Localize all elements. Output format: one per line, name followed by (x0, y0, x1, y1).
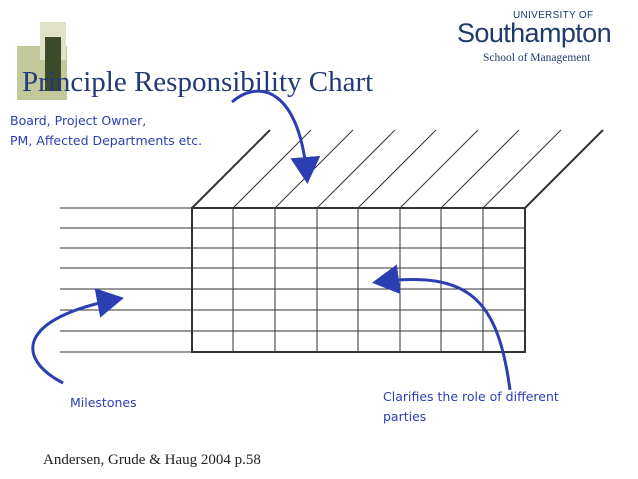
clarifies-annotation-line-1: Clarifies the role of different (383, 389, 559, 404)
responsibility-grid (191, 207, 526, 353)
board-annotation-line-1: Board, Project Owner, (10, 113, 147, 128)
logo-university-of: UNIVERSITY OF (513, 10, 594, 21)
arrow-clarifies-to-grid (372, 264, 512, 391)
university-logo: UNIVERSITY OF Southampton School of Mana… (455, 10, 625, 70)
board-annotation: Board, Project Owner, PM, Affected Depar… (10, 111, 202, 151)
milestones-label: Milestones (70, 395, 137, 410)
party-diagonal-headers (191, 129, 604, 209)
citation: Andersen, Grude & Haug 2004 p.58 (43, 452, 261, 468)
logo-school-name: School of Management (483, 52, 591, 64)
clarifies-annotation-line-2: parties (383, 409, 427, 424)
slide-title: Principle Responsibility Chart (22, 66, 374, 98)
board-annotation-line-2: PM, Affected Departments etc. (10, 133, 203, 148)
clarifies-annotation: Clarifies the role of different parties (383, 387, 559, 427)
decorative-block-dark (45, 37, 61, 91)
logo-university-name: Southampton (457, 18, 612, 48)
arrow-board-to-headers (231, 89, 321, 184)
milestone-row-lines (60, 207, 525, 353)
arrow-milestones-to-rows (31, 288, 124, 385)
